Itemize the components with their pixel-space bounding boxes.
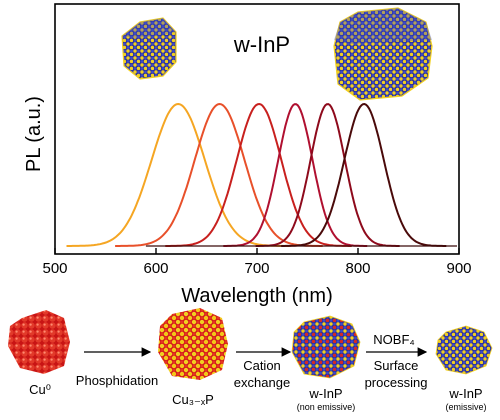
- pl-curve-4: [223, 103, 368, 247]
- x-axis-ticks: 500 600 700 800 900: [42, 248, 472, 277]
- inset-large-nanocrystal: [333, 7, 433, 101]
- x-axis-title: Wavelength (nm): [181, 285, 333, 307]
- x-tick-label-900: 900: [446, 260, 471, 277]
- pl-curves: [66, 102, 457, 247]
- step-sublabel-winp-nonemissive: (non emissive): [297, 402, 356, 412]
- cu3xp-nanocrystal: [158, 308, 228, 380]
- plot-area: 500 600 700 800 900: [42, 3, 472, 277]
- arrow-label-phosphidation: Phosphidation: [76, 373, 158, 388]
- arrow-label-cation: Cation: [243, 358, 281, 373]
- arrow-label-exchange: exchange: [234, 375, 290, 390]
- pl-curve-2: [115, 102, 323, 247]
- step-label-winp-nonemissive: w-InP: [308, 386, 342, 401]
- arrow-label-nobf4: NOBF₄: [373, 332, 414, 347]
- x-tick-label-600: 600: [143, 260, 168, 277]
- step-label-cu: Cu⁰: [29, 382, 51, 397]
- pl-curve-5: [255, 103, 400, 247]
- step-label-cu3xp: Cu₃₋ₓP: [172, 392, 214, 407]
- pl-curve-6: [281, 102, 447, 247]
- step-sublabel-winp-emissive: (emissive): [445, 402, 486, 412]
- winp-nonemissive-nanocrystal: [291, 315, 361, 379]
- cu-nanocrystal: [8, 310, 70, 374]
- arrow-label-surface: Surface: [374, 358, 419, 373]
- synthesis-scheme: Cu⁰ Phosphidation Cu₃₋ₓP Cation exchange…: [8, 308, 493, 412]
- x-tick-label-500: 500: [42, 260, 67, 277]
- inset-label: w-InP: [233, 32, 290, 57]
- inset-small-nanocrystal: [121, 17, 177, 80]
- y-axis-title: PL (a.u.): [23, 96, 45, 172]
- x-tick-label-700: 700: [244, 260, 269, 277]
- pl-curve-1: [66, 102, 290, 247]
- step-label-winp-emissive: w-InP: [448, 386, 482, 401]
- pl-curve-3: [165, 102, 352, 247]
- x-tick-label-800: 800: [345, 260, 370, 277]
- arrow-label-processing: processing: [365, 375, 428, 390]
- winp-emissive-nanocrystal: [435, 325, 493, 375]
